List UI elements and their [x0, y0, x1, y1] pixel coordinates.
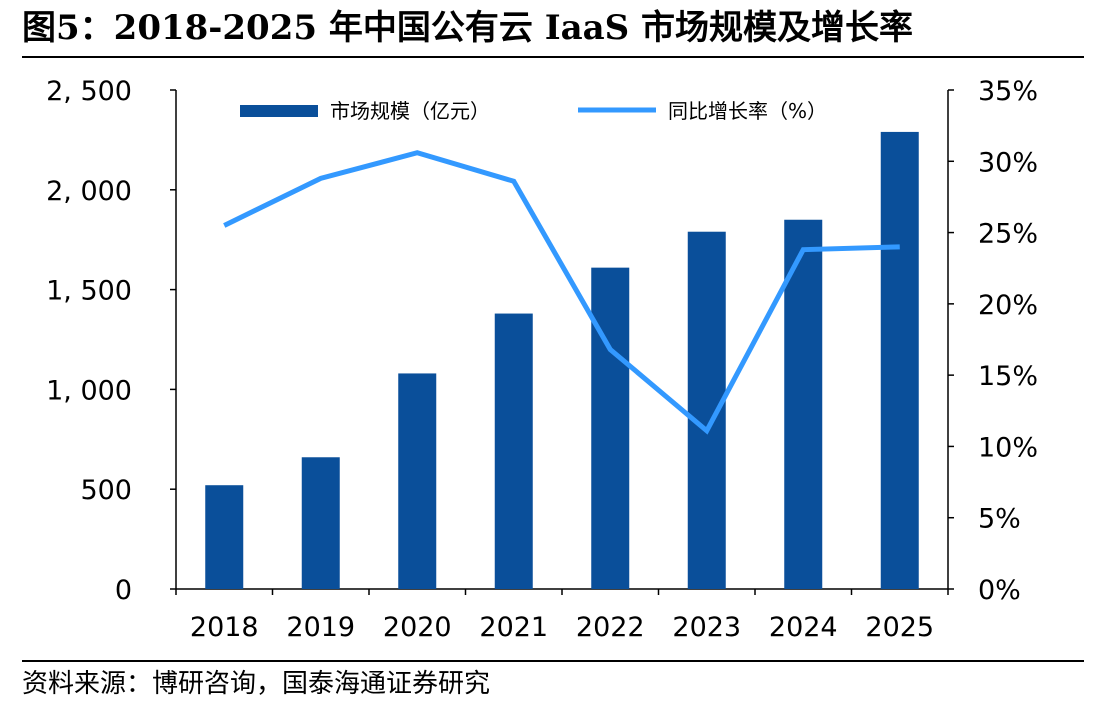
y-left-tick-label: 2, 500: [46, 76, 132, 107]
x-tick-label: 2022: [576, 612, 645, 643]
y-right-tick-label: 15%: [978, 361, 1038, 392]
y-right-tick-label: 25%: [978, 219, 1038, 250]
y-left-tick-label: 1, 000: [46, 375, 132, 406]
x-tick-label: 2021: [479, 612, 548, 643]
bar-series: [205, 131, 919, 590]
bar: [880, 131, 919, 589]
y-right-tick-label: 35%: [978, 76, 1038, 107]
title-rule: [22, 56, 1084, 58]
y-left-tick-label: 1, 500: [46, 276, 132, 307]
y-right-tick-label: 20%: [978, 290, 1038, 321]
source-rule: [22, 660, 1084, 662]
legend-label-bar: 市场规模（亿元）: [330, 99, 490, 123]
legend-label-line: 同比增长率（%）: [668, 99, 827, 123]
bar: [398, 373, 437, 589]
x-tick-label: 2018: [190, 612, 259, 643]
y-right-tick-label: 5%: [978, 504, 1021, 535]
line-series: [223, 150, 900, 435]
bar: [591, 267, 630, 589]
bar: [301, 457, 340, 589]
x-tick-label: 2025: [865, 612, 934, 643]
x-tick-label: 2020: [383, 612, 452, 643]
x-tick-label: 2023: [672, 612, 741, 643]
x-tick-label: 2024: [769, 612, 838, 643]
source-note: 资料来源：博研咨询，国泰海通证券研究: [22, 669, 491, 699]
tick-labels: 0 500 1, 000 1, 500 2, 000 2, 500 0% 5% 10% 15% 20…: [46, 76, 1038, 643]
bar: [784, 219, 823, 590]
chart-axes: [170, 89, 954, 595]
chart-legend: 市场规模（亿元） 同比增长率（%）: [240, 99, 827, 123]
y-right-tick-label: 10%: [978, 432, 1038, 463]
bar: [494, 313, 533, 589]
figure-title: 图5：2018-2025 年中国公有云 IaaS 市场规模及增长率: [22, 8, 914, 48]
bar: [205, 485, 244, 589]
y-right-tick-label: 0%: [978, 575, 1021, 606]
y-right-tick-label: 30%: [978, 147, 1038, 178]
x-tick-label: 2019: [286, 612, 355, 643]
legend-swatch-bar: [240, 105, 318, 117]
growth-rate-line: [223, 150, 900, 435]
y-left-tick-label: 2, 000: [46, 176, 132, 207]
y-left-tick-label: 500: [80, 475, 132, 506]
y-left-tick-label: 0: [115, 575, 132, 606]
